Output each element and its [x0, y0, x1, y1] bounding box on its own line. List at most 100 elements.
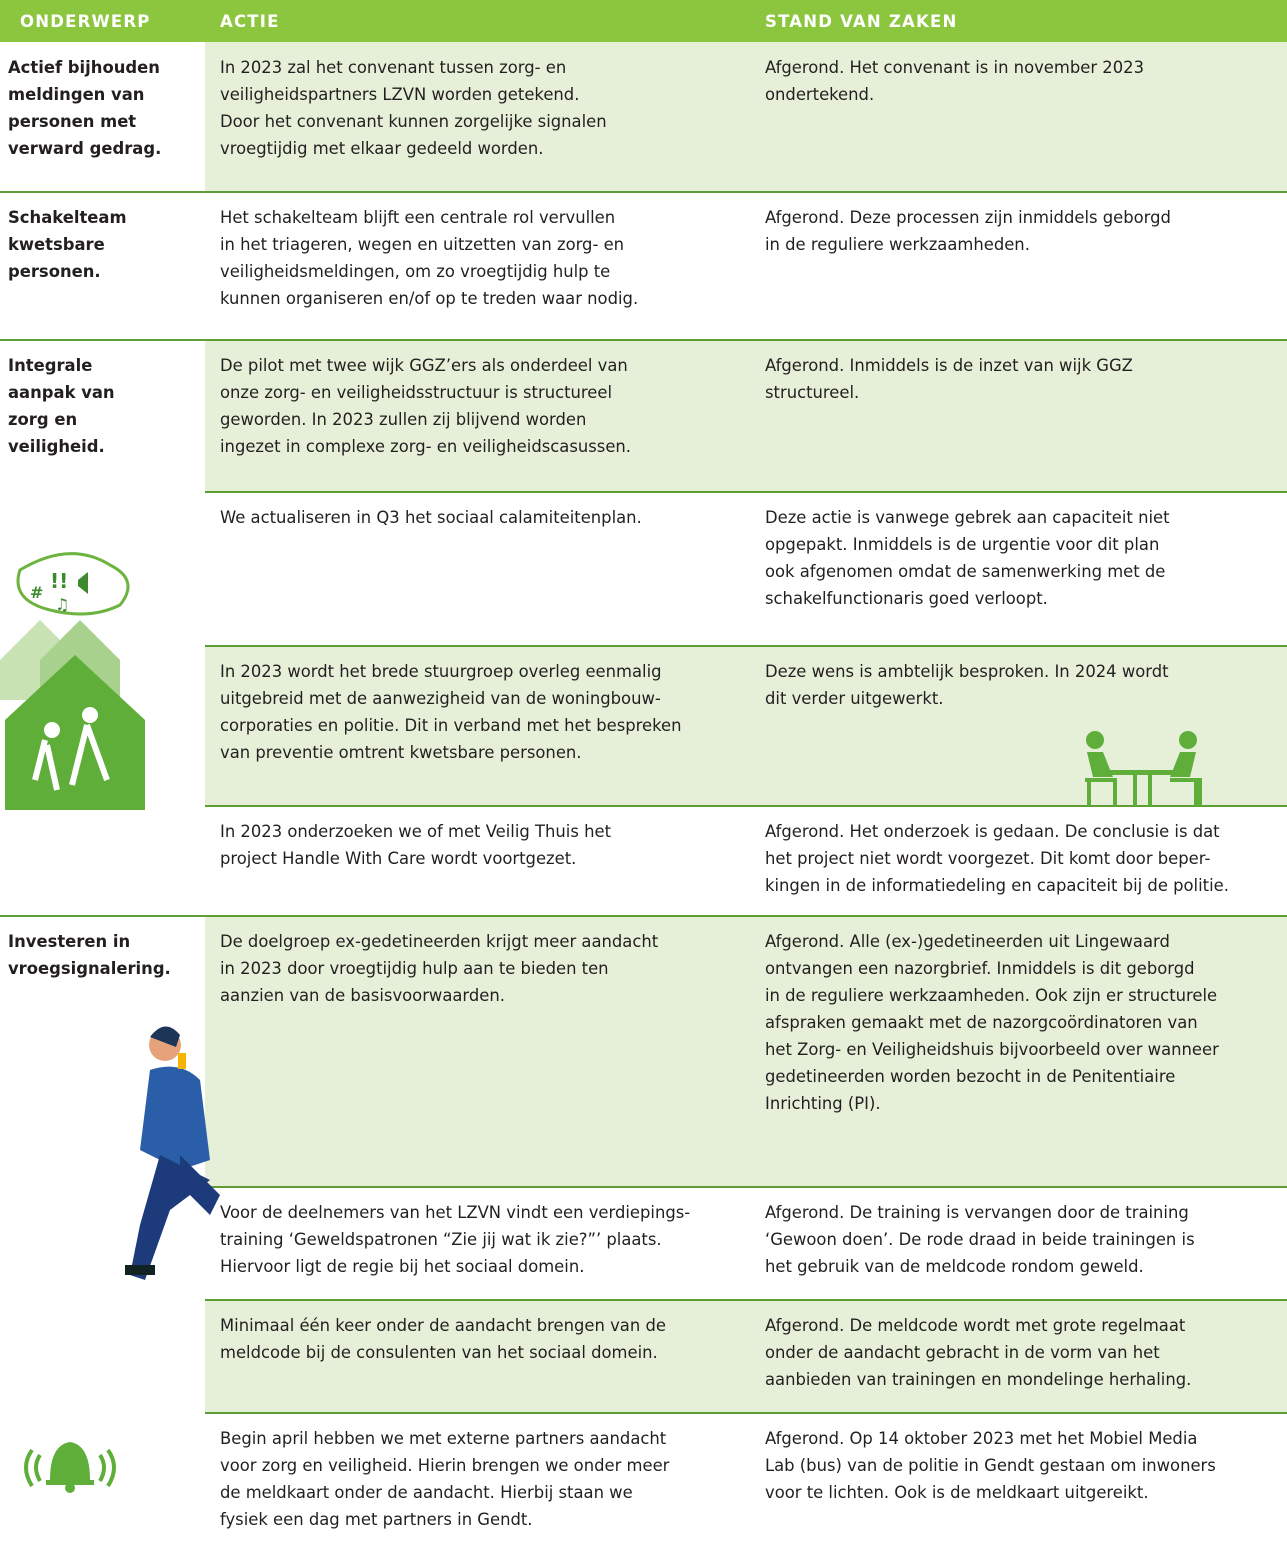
action-line: Door het convenant kunnen zorgelijke sig… [220, 112, 607, 131]
action-line: corporaties en politie. Dit in verband m… [220, 716, 682, 735]
action-line: training ‘Geweldspatronen “Zie jij wat i… [220, 1230, 662, 1249]
action-line: We actualiseren in Q3 het sociaal calami… [220, 508, 642, 527]
action-line: In 2023 onderzoeken we of met Veilig Thu… [220, 822, 611, 841]
row-separator [205, 1299, 1287, 1301]
status-line: aanbieden van trainingen en mondelinge h… [765, 1370, 1192, 1389]
status-line: opgepakt. Inmiddels is de urgentie voor … [765, 535, 1160, 554]
row-separator [205, 805, 1287, 807]
action-line: Minimaal één keer onder de aandacht bren… [220, 1316, 666, 1335]
row-separator [205, 491, 1287, 493]
status-line: Afgerond. Alle (ex-)gedetineerden uit Li… [765, 932, 1170, 951]
action-line: de meldkaart onder de aandacht. Hierbij … [220, 1483, 633, 1502]
header-status: STAND VAN ZAKEN [765, 12, 958, 31]
status-line: dit verder uitgewerkt. [765, 689, 944, 708]
bell-illustration [24, 1442, 116, 1493]
action-line: Het schakelteam blijft een centrale rol … [220, 208, 616, 227]
table-header: ONDERWERP ACTIE STAND VAN ZAKEN [0, 0, 1287, 42]
action-line: geworden. In 2023 zullen zij blijvend wo… [220, 410, 587, 429]
status-line: Afgerond. Het onderzoek is gedaan. De co… [765, 822, 1220, 841]
subject-line: personen met [8, 112, 137, 131]
action-line: kunnen organiseren en/of op te treden wa… [220, 289, 639, 308]
header-subject: ONDERWERP [20, 12, 151, 31]
status-line: ondertekend. [765, 85, 875, 104]
svg-text:#: # [30, 583, 43, 602]
subject-line: zorg en [8, 410, 78, 429]
status-line: het Zorg- en Veiligheidshuis bijvoorbeel… [765, 1040, 1219, 1059]
action-line: onze zorg- en veiligheidsstructuur is st… [220, 383, 613, 402]
action-line: Begin april hebben we met externe partne… [220, 1429, 667, 1448]
man-illustration [125, 1026, 220, 1280]
action-line: aanzien van de basisvoorwaarden. [220, 986, 505, 1005]
row-separator [0, 915, 1287, 917]
subject-line: Schakelteam [8, 208, 127, 227]
action-line: ingezet in complexe zorg- en veiligheids… [220, 437, 632, 456]
status-line: ook afgenomen omdat de samenwerking met … [765, 562, 1166, 581]
status-line: Afgerond. Inmiddels is de inzet van wijk… [765, 356, 1133, 375]
row-background [205, 42, 1287, 192]
row-separator [205, 1186, 1287, 1188]
subject-line: vroegsignalering. [8, 959, 171, 978]
action-line: In 2023 zal het convenant tussen zorg- e… [220, 58, 567, 77]
action-line: Hiervoor ligt de regie bij het sociaal d… [220, 1257, 585, 1276]
action-line: uitgebreid met de aanwezigheid van de wo… [220, 689, 661, 708]
action-line: veiligheidsmeldingen, om zo vroegtijdig … [220, 262, 611, 281]
action-line: De doelgroep ex-gedetineerden krijgt mee… [220, 932, 659, 951]
action-line: De pilot met twee wijk GGZ’ers als onder… [220, 356, 628, 375]
action-line: Voor de deelnemers van het LZVN vindt ee… [220, 1203, 691, 1222]
action-line: In 2023 wordt het brede stuurgroep overl… [220, 662, 662, 681]
meeting-illustration [1085, 731, 1202, 806]
action-line: fysiek een dag met partners in Gendt. [220, 1510, 533, 1529]
status-line: Afgerond. De training is vervangen door … [765, 1203, 1189, 1222]
action-line: meldcode bij de consulenten van het soci… [220, 1343, 658, 1362]
status-line: Lab (bus) van de politie in Gendt gestaa… [765, 1456, 1216, 1475]
action-line: in het triageren, wegen en uitzetten van… [220, 235, 625, 254]
status-line: het gebruik van de meldcode rondom gewel… [765, 1257, 1144, 1276]
subject-line: personen. [8, 262, 101, 281]
action-line: in 2023 door vroegtijdig hulp aan te bie… [220, 959, 609, 978]
subject-line: Integrale [8, 356, 93, 375]
status-line: Deze wens is ambtelijk besproken. In 202… [765, 662, 1169, 681]
header-action: ACTIE [220, 12, 280, 31]
row-separator [0, 339, 1287, 341]
status-line: onder de aandacht gebracht in de vorm va… [765, 1343, 1160, 1362]
action-line: voor zorg en veiligheid. Hierin brengen … [220, 1456, 670, 1475]
status-line: Afgerond. De meldcode wordt met grote re… [765, 1316, 1186, 1335]
status-line: in de reguliere werkzaamheden. Ook zijn … [765, 986, 1218, 1005]
houses-illustration: # !! ♫ [0, 552, 145, 810]
status-line: Afgerond. Het convenant is in november 2… [765, 58, 1144, 77]
subject-line: veiligheid. [8, 437, 105, 456]
action-line: van preventie omtrent kwetsbare personen… [220, 743, 582, 762]
status-line: Inrichting (PI). [765, 1094, 881, 1113]
svg-text:♫: ♫ [55, 595, 69, 614]
subject-line: aanpak van [8, 383, 115, 402]
row-separator [205, 645, 1287, 647]
row-background [205, 916, 1287, 1187]
action-line: project Handle With Care wordt voortgeze… [220, 849, 577, 868]
status-line: in de reguliere werkzaamheden. [765, 235, 1030, 254]
row-separator [205, 1412, 1287, 1414]
subject-line: Investeren in [8, 932, 131, 951]
row-separator [0, 191, 1287, 193]
status-line: ‘Gewoon doen’. De rode draad in beide tr… [765, 1230, 1195, 1249]
status-line: Afgerond. Deze processen zijn inmiddels … [765, 208, 1171, 227]
status-line: kingen in de informatiedeling en capacit… [765, 876, 1229, 895]
status-line: Deze actie is vanwege gebrek aan capacit… [765, 508, 1170, 527]
row-background [205, 1300, 1287, 1413]
subject-line: meldingen van [8, 85, 145, 104]
action-line: vroegtijdig met elkaar gedeeld worden. [220, 139, 544, 158]
row-background [205, 340, 1287, 492]
status-line: het project niet wordt voorgezet. Dit ko… [765, 849, 1211, 868]
subject-line: Actief bijhouden [8, 58, 160, 77]
status-line: schakelfunctionaris goed verloopt. [765, 589, 1048, 608]
status-line: Afgerond. Op 14 oktober 2023 met het Mob… [765, 1429, 1198, 1448]
status-line: ontvangen een nazorgbrief. Inmiddels is … [765, 959, 1195, 978]
status-line: voor te lichten. Ook is de meldkaart uit… [765, 1483, 1149, 1502]
subject-line: kwetsbare [8, 235, 105, 254]
action-line: veiligheidspartners LZVN worden getekend… [220, 85, 580, 104]
svg-text:!!: !! [50, 569, 68, 593]
status-line: structureel. [765, 383, 860, 402]
status-line: gedetineerden worden bezocht in de Penit… [765, 1067, 1176, 1086]
status-line: afspraken gemaakt met de nazorgcoördinat… [765, 1013, 1198, 1032]
subject-line: verward gedrag. [8, 139, 162, 158]
